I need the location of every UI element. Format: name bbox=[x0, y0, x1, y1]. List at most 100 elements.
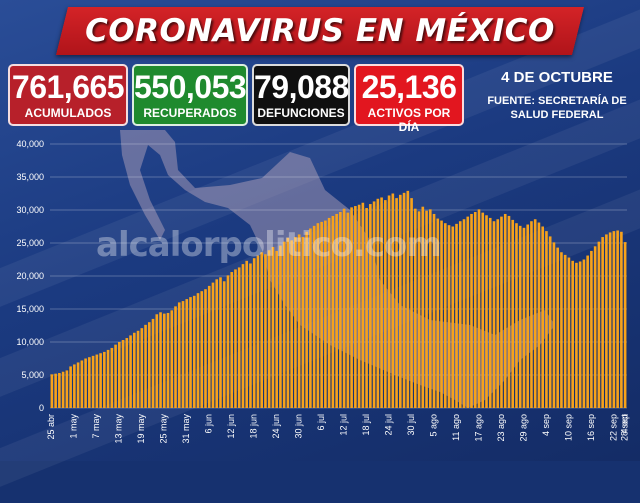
y-tick-label: 30,000 bbox=[16, 205, 44, 215]
bar bbox=[567, 257, 571, 408]
bar bbox=[410, 198, 413, 408]
x-tick-label: 7 may bbox=[91, 414, 101, 439]
stat-active-per-day: 25,136 ACTIVOS POR DÍA bbox=[354, 64, 464, 134]
bar bbox=[73, 364, 76, 408]
bar bbox=[436, 218, 440, 408]
bar bbox=[125, 338, 129, 408]
bar bbox=[207, 285, 211, 408]
bar bbox=[200, 291, 204, 408]
bar bbox=[249, 263, 252, 408]
bar bbox=[305, 231, 308, 408]
bar bbox=[271, 246, 275, 408]
bar bbox=[387, 195, 391, 408]
bar bbox=[503, 213, 507, 408]
bar bbox=[118, 342, 121, 408]
x-tick-label: 19 may bbox=[136, 414, 146, 444]
bar bbox=[234, 269, 237, 408]
bar bbox=[571, 260, 574, 408]
bar bbox=[586, 255, 589, 408]
bar bbox=[324, 220, 327, 408]
bar bbox=[162, 313, 166, 408]
bar bbox=[342, 208, 346, 408]
bar bbox=[76, 362, 80, 408]
bar bbox=[357, 204, 361, 408]
bar bbox=[282, 241, 286, 408]
x-tick-label: 29 ago bbox=[518, 414, 528, 442]
bar bbox=[215, 279, 219, 408]
stat-label: RECUPERADOS bbox=[143, 106, 237, 120]
bar bbox=[230, 272, 234, 408]
bar bbox=[245, 260, 249, 408]
bar bbox=[391, 193, 395, 408]
bar bbox=[530, 221, 533, 408]
bar bbox=[402, 192, 406, 408]
page-title: CORONAVIRUS EN MÉXICO bbox=[85, 13, 555, 49]
bar bbox=[189, 297, 192, 408]
bar bbox=[447, 225, 451, 408]
bar bbox=[406, 190, 410, 408]
bar bbox=[616, 230, 619, 408]
x-tick-label: 10 sep bbox=[563, 414, 573, 441]
bar bbox=[241, 264, 245, 408]
bar bbox=[279, 245, 282, 408]
x-tick-label: 30 jul bbox=[406, 414, 416, 436]
bar bbox=[327, 217, 331, 408]
bar bbox=[204, 289, 207, 408]
bar bbox=[211, 282, 215, 408]
source-line: SALUD FEDERAL bbox=[510, 109, 604, 121]
bar bbox=[54, 373, 57, 408]
bar bbox=[560, 252, 563, 408]
x-tick-label: 18 jun bbox=[249, 414, 259, 439]
bar bbox=[264, 254, 267, 408]
x-tick-label: 11 ago bbox=[451, 414, 461, 441]
x-tick-label: 28 sep bbox=[620, 414, 630, 441]
bar bbox=[563, 254, 567, 408]
bar bbox=[335, 213, 338, 408]
bar bbox=[458, 221, 462, 408]
x-tick-label: 31 may bbox=[181, 414, 191, 444]
y-tick-label: 20,000 bbox=[16, 271, 44, 281]
bar bbox=[620, 231, 623, 408]
x-tick-label: 25 may bbox=[159, 414, 169, 444]
bar bbox=[443, 223, 447, 408]
bar-chart: 0 5,000 10,000 15,000 20,000 25,000 30,000 35,0… bbox=[16, 130, 630, 444]
bar bbox=[623, 242, 627, 408]
bar bbox=[121, 340, 125, 408]
y-tick-label: 10,000 bbox=[16, 337, 44, 347]
bar bbox=[58, 373, 61, 408]
bar bbox=[312, 225, 316, 408]
bar bbox=[166, 312, 170, 408]
bar bbox=[522, 227, 526, 408]
bar bbox=[110, 347, 114, 408]
bar bbox=[417, 211, 421, 408]
bar bbox=[132, 332, 136, 408]
report-date: 4 DE OCTUBRE bbox=[501, 69, 613, 86]
bar bbox=[114, 344, 117, 408]
x-tick-label: 6 jun bbox=[204, 414, 214, 434]
bar bbox=[421, 206, 425, 408]
bar bbox=[196, 293, 200, 408]
bar bbox=[252, 258, 256, 408]
bar bbox=[384, 200, 387, 408]
bar bbox=[556, 247, 559, 408]
y-axis: 0 5,000 10,000 15,000 20,000 25,000 30,000 35,0… bbox=[16, 139, 44, 413]
bar bbox=[492, 221, 496, 408]
x-tick-label: 12 jun bbox=[226, 414, 236, 439]
bar bbox=[365, 208, 368, 408]
bar bbox=[548, 236, 552, 408]
bar bbox=[174, 306, 177, 408]
x-tick-label: 12 jul bbox=[338, 414, 348, 436]
bar bbox=[320, 221, 323, 408]
bar bbox=[466, 216, 470, 408]
bar bbox=[582, 259, 586, 408]
stat-recovered: 550,053 RECUPERADOS bbox=[132, 64, 248, 126]
source-line: FUENTE: SECRETARÍA DE bbox=[487, 95, 627, 107]
bar bbox=[339, 211, 342, 408]
bar bbox=[286, 237, 290, 408]
y-tick-label: 40,000 bbox=[16, 139, 44, 149]
bar bbox=[140, 328, 144, 408]
bars bbox=[50, 190, 627, 408]
bar bbox=[69, 366, 72, 408]
bar bbox=[541, 226, 545, 408]
bar bbox=[399, 194, 402, 408]
